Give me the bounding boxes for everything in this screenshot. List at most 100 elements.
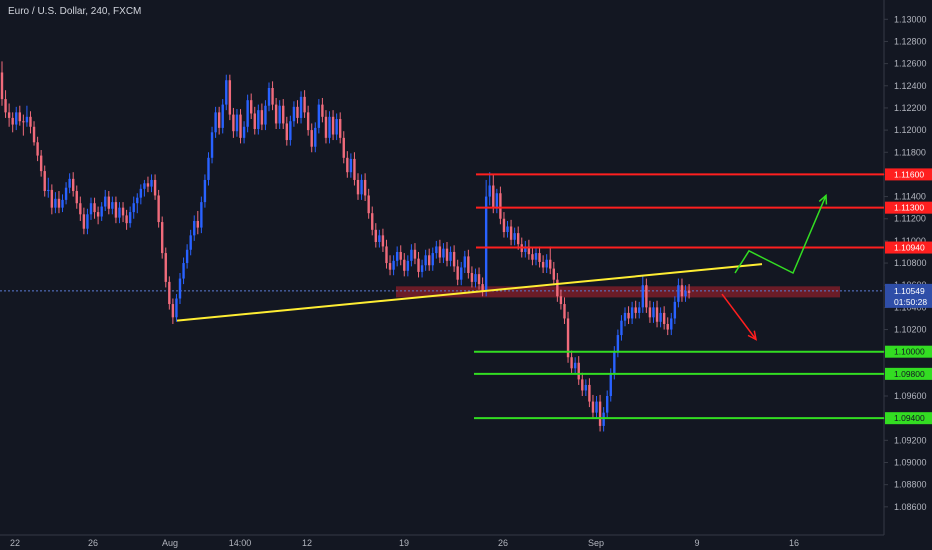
candle-body (146, 183, 150, 187)
candle-body (157, 195, 160, 223)
candle-body (413, 249, 417, 259)
time-tick-label: 16 (789, 538, 799, 548)
candle-body (410, 249, 413, 261)
candle-body (210, 132, 214, 158)
candle-body (217, 112, 221, 128)
candle-body (481, 284, 484, 291)
candle-body (488, 185, 491, 197)
candle-body (684, 290, 687, 297)
candle-body (264, 105, 267, 125)
resistance-tag-bg (885, 201, 932, 214)
candle-body (11, 117, 14, 125)
candle-body (143, 183, 146, 189)
candle-body (36, 142, 39, 156)
candle-body (54, 198, 57, 208)
candle-body (666, 323, 669, 330)
candle-body (538, 253, 541, 262)
candle-body (673, 301, 677, 319)
candle-body (474, 274, 477, 282)
candle-body (207, 157, 210, 180)
candle-body (285, 123, 288, 141)
candle-body (428, 255, 431, 266)
candle-body (175, 298, 178, 318)
candle-body (29, 116, 32, 127)
candle-body (435, 246, 438, 254)
candle-body (274, 104, 278, 124)
candle-body (456, 266, 459, 280)
candle-body (406, 260, 410, 271)
candle-body (314, 127, 317, 147)
price-tick-label: 1.09200 (894, 435, 927, 445)
candle-body (321, 104, 324, 117)
candle-body (221, 104, 224, 128)
candle-body (292, 106, 296, 122)
price-tick-label: 1.09600 (894, 391, 927, 401)
candle-body (225, 80, 228, 105)
candle-body (431, 253, 434, 266)
candle-body (602, 412, 605, 426)
price-tick-label: 1.10200 (894, 325, 927, 335)
candle-body (687, 290, 691, 293)
candle-body (75, 191, 78, 204)
candle-body (25, 116, 29, 123)
candle-body (171, 304, 175, 318)
candle-body (371, 213, 374, 230)
candle-body (61, 199, 64, 208)
price-tick-label: 1.12800 (894, 36, 927, 46)
candle-body (72, 178, 75, 192)
trendline-group (176, 263, 763, 322)
support-tag-label: 1.10000 (894, 347, 925, 357)
candle-body (559, 296, 563, 305)
projection-arrows-group (721, 193, 828, 341)
candle-body (242, 126, 246, 138)
candle-body (246, 100, 249, 127)
candle-body (563, 304, 566, 319)
candle-body (655, 307, 659, 322)
candle-body (339, 119, 342, 138)
candle-body (118, 207, 121, 218)
candle-body (296, 106, 299, 118)
price-tick-label: 1.11800 (894, 147, 926, 157)
candle-body (517, 233, 520, 245)
candle-body (121, 207, 125, 216)
candle-body (584, 384, 588, 391)
candle-body (125, 215, 128, 224)
candle-body (104, 196, 107, 207)
price-tick-label: 1.11200 (894, 214, 926, 224)
symbol-title[interactable]: Euro / U.S. Dollar, 240, FXCM (8, 6, 141, 17)
candle-body (549, 259, 552, 269)
candle-body (349, 158, 353, 173)
candle-body (588, 384, 591, 402)
candle-body (257, 110, 260, 129)
candle-body (591, 401, 595, 413)
candle-body (424, 255, 427, 266)
candle-body (214, 112, 217, 133)
candle-body (7, 112, 11, 118)
time-tick-label: 9 (694, 538, 699, 548)
candle-body (47, 189, 50, 192)
time-axis[interactable]: 22 26 Aug 14:00 12 19 26 Sep 9 16 (10, 538, 799, 548)
candle-body (150, 179, 153, 187)
candle-body (556, 279, 559, 297)
current-price-label: 1.10549 (894, 286, 925, 296)
candle-body (4, 99, 7, 113)
candle-body (282, 105, 285, 124)
candle-body (161, 222, 164, 254)
candle-body (467, 256, 470, 274)
price-tick-label: 1.09000 (894, 457, 927, 467)
candle-body (513, 233, 516, 240)
price-tick-label: 1.12600 (894, 59, 927, 69)
support-tag-bg (885, 412, 932, 425)
candle-body (680, 285, 684, 297)
time-tick-label: Sep (588, 538, 604, 548)
candle-body (463, 256, 466, 268)
candle-body (445, 248, 449, 261)
candle-body (509, 226, 513, 240)
candle-body (239, 114, 242, 138)
price-tick-label: 1.12400 (894, 81, 927, 91)
candle-body (0, 72, 4, 100)
candle-body (253, 113, 256, 129)
candle-body (18, 112, 21, 122)
